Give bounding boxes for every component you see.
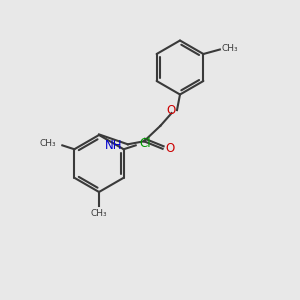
Text: CH₃: CH₃ <box>221 44 238 53</box>
Text: O: O <box>166 104 176 117</box>
Text: CH₃: CH₃ <box>91 209 107 218</box>
Text: Cl: Cl <box>139 137 151 150</box>
Text: CH₃: CH₃ <box>40 139 56 148</box>
Text: O: O <box>165 142 174 155</box>
Text: NH: NH <box>105 139 122 152</box>
